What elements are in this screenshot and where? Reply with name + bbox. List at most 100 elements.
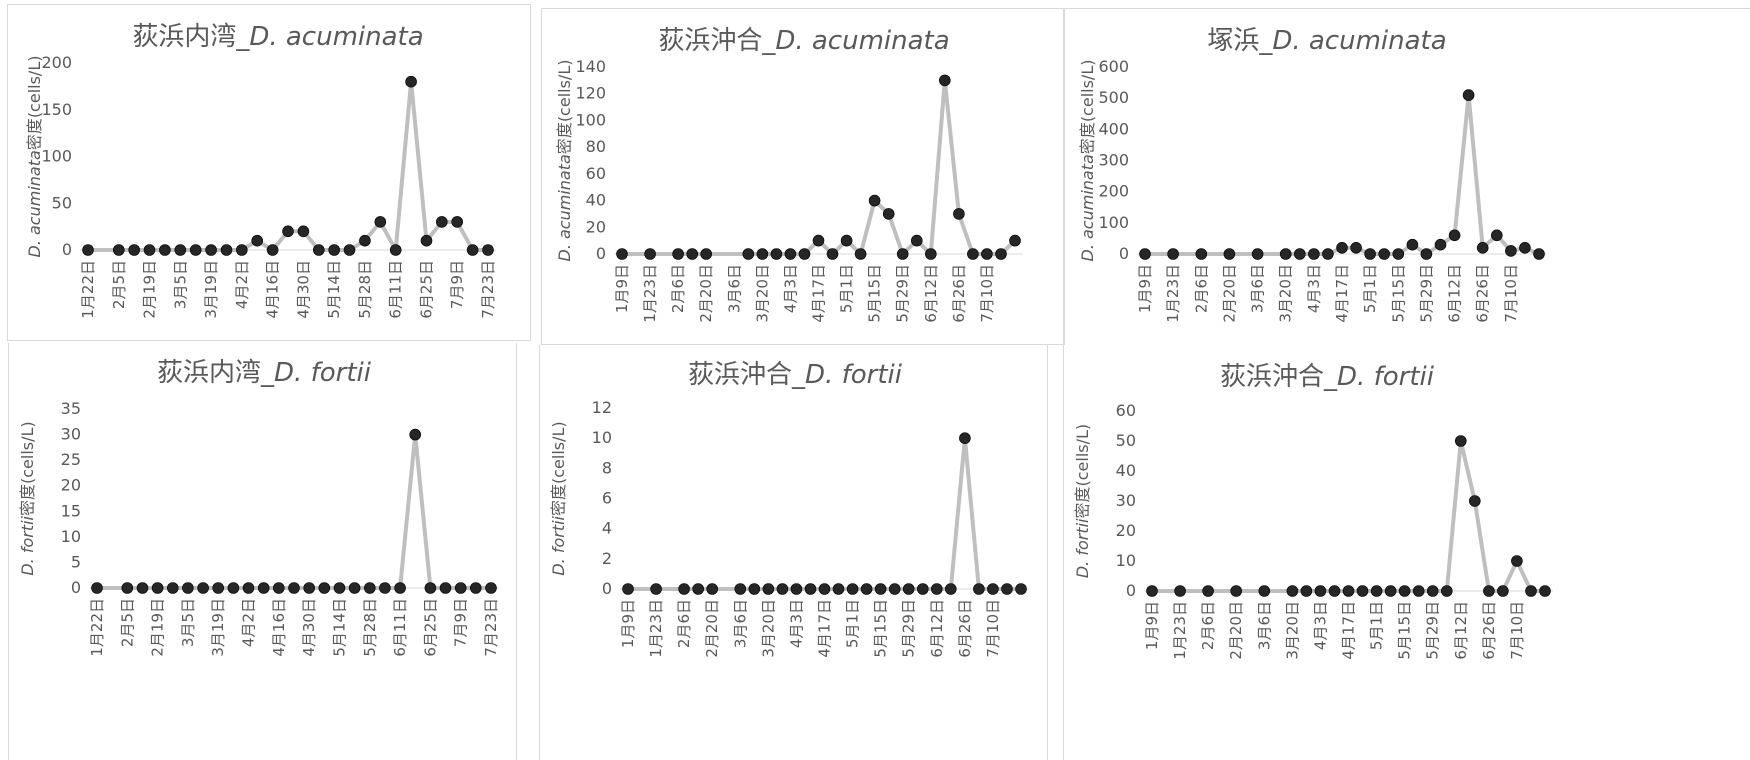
data-point: [693, 584, 704, 595]
data-point: [1379, 249, 1390, 260]
chart-title: 荻浜沖合_D. fortii: [688, 360, 903, 390]
y-tick-label: 30: [1116, 491, 1136, 510]
data-point: [375, 216, 386, 227]
x-tick-label: 5月15日: [872, 599, 890, 658]
data-point: [645, 249, 656, 260]
data-point: [1455, 436, 1466, 447]
data-point: [1421, 249, 1432, 260]
data-point: [777, 584, 788, 595]
data-point: [349, 583, 360, 594]
y-tick-label: 5: [71, 552, 81, 571]
data-point: [421, 235, 432, 246]
data-point: [1427, 586, 1438, 597]
chart-title-species: D. acuminata: [775, 26, 949, 56]
data-point: [707, 584, 718, 595]
y-tick-label: 60: [586, 164, 606, 183]
y-tick-label: 300: [1098, 151, 1129, 170]
x-tick-label: 3月6日: [725, 264, 743, 313]
data-point: [889, 584, 900, 595]
x-tick-label: 4月17日: [1340, 601, 1358, 660]
data-point: [452, 216, 463, 227]
y-tick-label: 25: [61, 450, 81, 469]
y-tick-label: 10: [1116, 551, 1136, 570]
chart-panel-ogihama-inner-fortii: 荻浜内湾_D. fortii D. fortii密度(cells/L) 0 5 10 15…: [8, 343, 517, 760]
x-tick-label: 5月28日: [361, 598, 379, 657]
data-point: [359, 235, 370, 246]
x-tick-label: 6月12日: [928, 599, 946, 658]
chart-svg: 塚浜_D. acuminataD. acuminata密度(cells/L)01…: [1065, 9, 1750, 346]
data-point: [897, 249, 908, 260]
chart-panel-ogihama-offshore-fortii: 荻浜沖合_D. fortii D. fortii密度(cells/L) 0 2 4 6 8 1…: [539, 345, 1048, 760]
data-point: [319, 583, 330, 594]
data-point: [455, 583, 466, 594]
data-point: [283, 226, 294, 237]
x-tick-label: 6月12日: [1452, 601, 1470, 660]
y-axis-label-species: D. fortii: [18, 515, 37, 575]
x-tick-label: 6月26日: [1480, 601, 1498, 660]
data-point: [743, 249, 754, 260]
chart-panel-ogihama-inner-acuminata: 荻浜内湾_D. acuminata D. acuminata密度(cells/L)…: [7, 4, 531, 341]
data-point: [410, 429, 421, 440]
data-point: [1224, 249, 1235, 260]
data-point: [1168, 249, 1179, 260]
y-tick-label: 10: [61, 527, 81, 546]
data-point: [344, 245, 355, 256]
x-tick-label: 7月10日: [1508, 601, 1526, 660]
y-axis-label-species: D. fortii: [1073, 518, 1092, 578]
y-tick-label: 100: [41, 147, 72, 166]
chart-title-species: D. fortii: [1337, 362, 1435, 392]
x-tick-label: 1月23日: [641, 264, 659, 323]
data-point: [228, 583, 239, 594]
series-line: [88, 82, 488, 250]
data-point: [1357, 586, 1368, 597]
x-tick-label: 1月22日: [79, 260, 97, 319]
data-point: [813, 235, 824, 246]
x-tick-label: 1月22日: [88, 598, 106, 657]
data-point: [925, 249, 936, 260]
data-point: [1413, 586, 1424, 597]
y-tick-label: 40: [586, 191, 606, 210]
x-tick-label: 1月9日: [613, 264, 631, 313]
data-point: [1259, 586, 1270, 597]
x-tick-label: 7月10日: [984, 599, 1002, 658]
data-point: [771, 249, 782, 260]
x-tick-label: 1月9日: [1136, 264, 1154, 313]
y-tick-label: 100: [1098, 213, 1129, 232]
data-point: [243, 583, 254, 594]
x-tick-label: 4月16日: [264, 260, 282, 319]
y-tick-label: 0: [71, 578, 81, 597]
data-point: [883, 208, 894, 219]
y-axis-label-unit: 密度(cells/L): [1073, 424, 1092, 519]
x-tick-label: 4月17日: [816, 599, 834, 658]
x-tick-label: 4月2日: [240, 598, 258, 647]
data-point: [1385, 586, 1396, 597]
data-point: [987, 584, 998, 595]
x-tick-label: 2月6日: [669, 264, 687, 313]
data-point: [334, 583, 345, 594]
data-point: [735, 584, 746, 595]
x-tick-label: 5月14日: [325, 260, 343, 319]
x-tick-label: 6月12日: [1446, 264, 1464, 323]
x-tick-label: 6月26日: [950, 264, 968, 323]
y-tick-label: 0: [62, 240, 72, 259]
x-tick-label: 5月15日: [1396, 601, 1414, 660]
data-point: [1365, 249, 1376, 260]
data-point: [1463, 90, 1474, 101]
data-point: [973, 584, 984, 595]
data-point: [329, 245, 340, 256]
x-tick-label: 5月29日: [1424, 601, 1442, 660]
x-tick-label: 1月9日: [619, 599, 637, 648]
y-tick-label: 30: [61, 425, 81, 444]
x-tick-label: 2月6日: [1199, 601, 1217, 650]
data-point: [1371, 586, 1382, 597]
x-tick-label: 2月6日: [1192, 264, 1210, 313]
data-point: [122, 583, 133, 594]
y-tick-label: 0: [596, 244, 606, 263]
y-axis-label-species: D. acuminata: [1078, 154, 1097, 261]
x-tick-label: 6月11日: [391, 598, 409, 657]
data-point: [701, 249, 712, 260]
x-tick-label: 7月9日: [448, 260, 466, 309]
data-point: [827, 249, 838, 260]
y-tick-label: 2: [602, 549, 612, 568]
data-point: [763, 584, 774, 595]
